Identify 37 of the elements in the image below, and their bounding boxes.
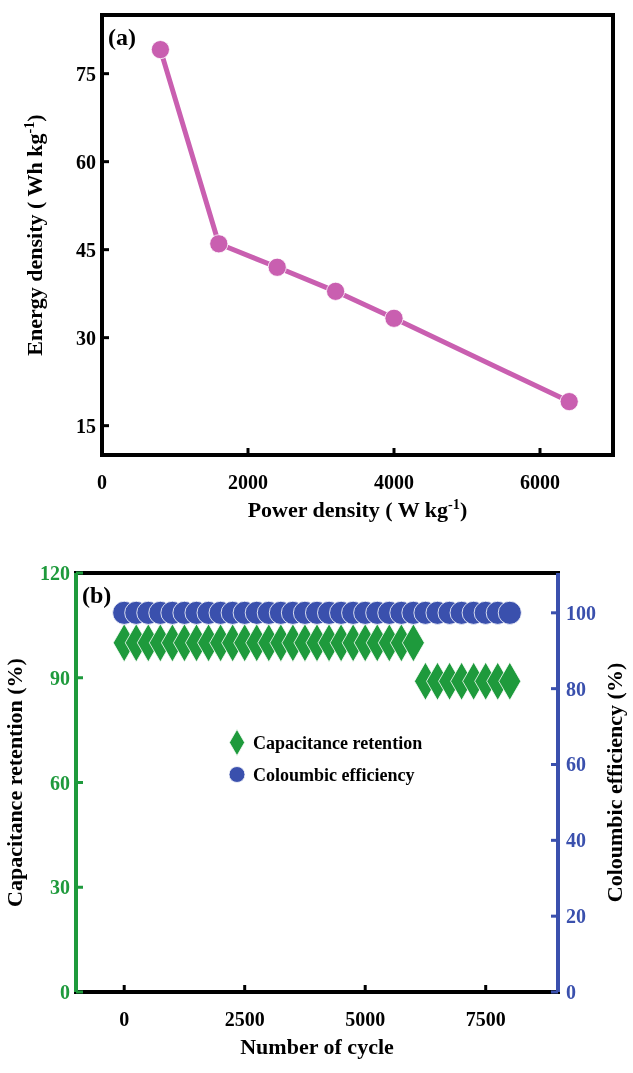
y2-tick-label: 40 [566,829,586,852]
y-tick-label: 30 [76,326,96,349]
point [209,234,229,254]
y-tick-label: 90 [50,666,70,689]
x-tick-label: 2500 [224,1008,265,1030]
y2-tick-label: 80 [566,677,586,700]
x-tick-label: 2000 [228,471,268,493]
y-tick-label: 60 [76,150,96,173]
y-tick-label: 60 [50,771,70,794]
y2-tick-label: 20 [566,905,586,928]
x-tick-label: 4000 [374,471,414,493]
chart-title: (b) [82,582,112,608]
y2-tick-label: 0 [566,981,576,1003]
y-tick-label: 75 [76,62,96,85]
point [559,392,579,412]
y2-axis-title: Coloumbic efficiency (%) [602,662,627,903]
point [150,40,170,60]
y2-tick-label: 100 [566,601,596,624]
y-axis-title: Capacitance retention (%) [2,658,27,907]
point [384,308,404,328]
x-tick-label: 6000 [520,471,560,493]
point [326,281,346,301]
y-tick-label: 30 [50,876,70,899]
legend-label: Coloumbic efficiency [253,764,415,785]
legend-label: Capacitance retention [253,732,423,753]
x-tick-label: 5000 [345,1008,386,1030]
y2-tick-label: 60 [566,753,586,776]
x-axis-title: Power density ( W kg$^{-1}$) [247,496,468,522]
y-tick-label: 45 [76,238,96,261]
y-tick-label: 0 [60,981,70,1003]
y-tick-label: 120 [40,562,70,584]
chart-title: (a) [108,24,136,50]
x-axis-title: Number of cycle [240,1034,394,1059]
x-tick-label: 0 [119,1008,130,1030]
point [267,257,287,277]
x-tick-label: 7500 [465,1008,506,1030]
y-tick-label: 15 [76,414,96,437]
